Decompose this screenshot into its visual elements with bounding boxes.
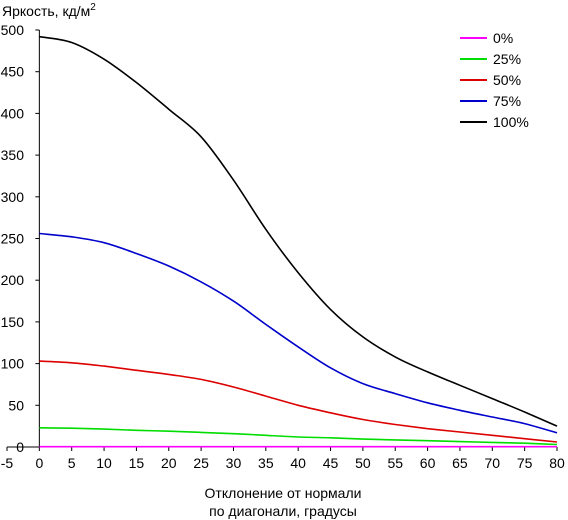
x-tick-label: 65 bbox=[452, 455, 468, 471]
y-tick-label: 400 bbox=[1, 105, 25, 121]
legend: 0% 25% 50% 75% 100% bbox=[460, 30, 529, 130]
x-tick-label: 20 bbox=[161, 455, 177, 471]
x-tick-label: 45 bbox=[323, 455, 339, 471]
series-line-75pct bbox=[39, 232, 558, 434]
x-tick-label: 50 bbox=[355, 455, 371, 471]
x-tick-label: 70 bbox=[485, 455, 501, 471]
x-tick-label: 15 bbox=[129, 455, 145, 471]
x-axis-title-line-2: по диагонали, градусы bbox=[209, 503, 357, 519]
x-tick-label: 30 bbox=[226, 455, 242, 471]
y-tick-label: 100 bbox=[1, 356, 25, 372]
x-tick-label: -5 bbox=[1, 455, 14, 471]
series-line-25pct bbox=[39, 427, 558, 446]
x-tick-label: 60 bbox=[420, 455, 436, 471]
x-tick-label: 40 bbox=[290, 455, 306, 471]
y-tick-labels: 0 50 100 150 200 250 300 350 400 450 500 bbox=[1, 22, 25, 455]
x-tick-label: 10 bbox=[96, 455, 112, 471]
y-tick-label: 250 bbox=[1, 231, 25, 247]
y-axis-title-superscript: 2 bbox=[90, 2, 96, 13]
series-line-50pct bbox=[39, 360, 558, 443]
x-tick-label: 75 bbox=[517, 455, 533, 471]
legend-label-50pct: 50% bbox=[493, 72, 521, 88]
y-tick-label: 300 bbox=[1, 189, 25, 205]
x-tick-label: 55 bbox=[387, 455, 403, 471]
y-tick-label: 0 bbox=[16, 439, 24, 455]
y-tick-label: 350 bbox=[1, 147, 25, 163]
x-tick-label: 25 bbox=[193, 455, 209, 471]
x-tick-label: 0 bbox=[35, 455, 43, 471]
legend-label-25pct: 25% bbox=[493, 51, 521, 67]
x-axis-title-line-1: Отклонение от нормали bbox=[205, 485, 362, 501]
legend-label-75pct: 75% bbox=[493, 93, 521, 109]
y-tick-label: 50 bbox=[8, 397, 24, 413]
y-tick-label: 200 bbox=[1, 272, 25, 288]
x-tick-label: 5 bbox=[68, 455, 76, 471]
x-tick-label: 35 bbox=[258, 455, 274, 471]
legend-label-0pct: 0% bbox=[493, 30, 513, 46]
axes bbox=[6, 29, 558, 451]
y-tick-label: 500 bbox=[1, 22, 25, 38]
series-line-100pct bbox=[39, 35, 558, 427]
y-axis-title-text: Яркость, кд/м bbox=[2, 3, 90, 19]
legend-label-100pct: 100% bbox=[493, 114, 529, 130]
y-tick-label: 450 bbox=[1, 64, 25, 80]
series-lines bbox=[39, 35, 558, 448]
y-tick-label: 150 bbox=[1, 314, 25, 330]
x-tick-label: 80 bbox=[549, 455, 565, 471]
y-axis-title: Яркость, кд/м2 bbox=[2, 2, 96, 19]
x-tick-labels: -5 0 5 10 15 20 25 30 35 40 45 50 55 60 65 70 75 80 bbox=[1, 455, 565, 471]
